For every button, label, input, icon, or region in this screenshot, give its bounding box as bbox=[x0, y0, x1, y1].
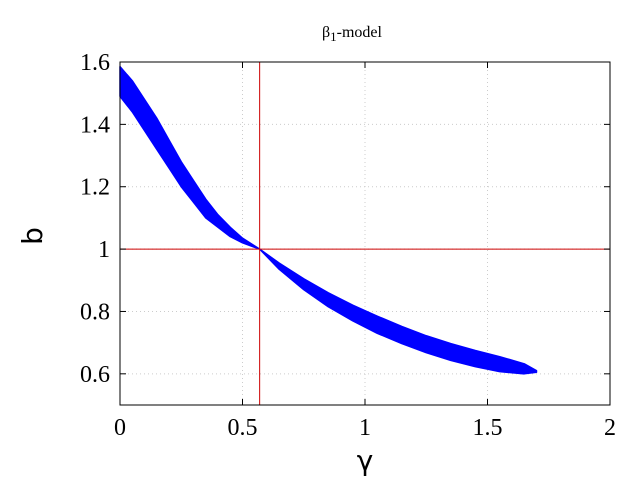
y-tick-labels: 0.6 0.8 1 1.2 1.4 1.6 bbox=[80, 50, 110, 388]
x-axis-label: γ bbox=[357, 444, 374, 477]
chart-title-main: β bbox=[322, 24, 330, 41]
y-tick-label: 0.8 bbox=[80, 299, 110, 325]
chart-title-suffix: -model bbox=[337, 24, 383, 41]
x-tick-label: 0 bbox=[114, 415, 126, 441]
plot-frame bbox=[119, 61, 611, 406]
y-axis-label: b bbox=[16, 227, 49, 245]
x-tick-labels: 0 0.5 1 1.5 2 bbox=[114, 415, 616, 441]
series-band bbox=[119, 65, 538, 375]
ticks bbox=[119, 61, 611, 405]
y-tick-label: 1 bbox=[98, 237, 110, 263]
y-tick-label: 1.4 bbox=[80, 112, 110, 138]
chart-title: β1-model bbox=[322, 24, 383, 44]
chart-title-subscript: 1 bbox=[330, 29, 337, 44]
x-tick-label: 1.5 bbox=[473, 415, 503, 441]
x-tick-label: 1 bbox=[359, 415, 371, 441]
y-tick-label: 1.2 bbox=[80, 175, 110, 201]
y-tick-label: 0.6 bbox=[80, 362, 110, 388]
grid-lines bbox=[120, 62, 610, 405]
data-series bbox=[119, 65, 538, 375]
x-tick-label: 2 bbox=[604, 415, 616, 441]
x-tick-label: 0.5 bbox=[228, 415, 258, 441]
y-tick-label: 1.6 bbox=[80, 50, 110, 76]
reference-lines bbox=[120, 62, 610, 405]
